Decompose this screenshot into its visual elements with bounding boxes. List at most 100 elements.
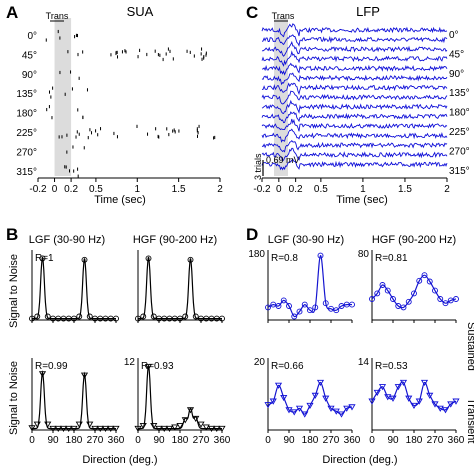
triangle-marker — [264, 402, 272, 409]
circle-marker — [291, 313, 298, 320]
lfp-trace — [261, 40, 448, 57]
panel-letter-d: D — [246, 225, 258, 244]
triangle-marker — [378, 384, 387, 391]
lfp-row-label: 180° — [449, 108, 470, 119]
tuning-y-max-label: 20 — [254, 357, 266, 368]
sua-row-label: 0° — [27, 31, 37, 42]
lfp-x-tick-label: 1.5 — [398, 184, 412, 195]
triangle-marker — [38, 371, 47, 378]
triangle-marker — [192, 415, 200, 422]
triangle-marker — [399, 379, 408, 386]
circle-marker — [34, 313, 41, 320]
circle-marker — [192, 313, 199, 320]
circle-marker — [280, 297, 287, 304]
triangle-marker — [410, 402, 418, 410]
tuning-x-tick-label: 90 — [283, 435, 295, 446]
circle-marker — [405, 298, 412, 305]
triangle-marker — [311, 392, 319, 399]
triangle-marker — [181, 417, 189, 424]
triangle-marker — [91, 425, 99, 433]
triangle-marker — [285, 407, 293, 414]
tuning-r-value: R=1 — [35, 253, 54, 264]
circle-marker — [395, 303, 402, 309]
triangle-marker — [165, 425, 174, 433]
triangle-marker — [134, 425, 142, 433]
tuning-x-tick-label: 180 — [406, 435, 423, 446]
circle-marker — [270, 301, 277, 308]
circle-marker — [301, 301, 308, 308]
lfp-trace — [261, 140, 448, 153]
triangle-marker — [171, 424, 179, 431]
circle-marker — [145, 255, 152, 262]
lfp-row-label: 225° — [449, 127, 470, 138]
tuning-x-tick-label: 90 — [47, 435, 59, 446]
lfp-x-tick-label: 1 — [360, 184, 366, 195]
triangle-marker — [394, 384, 402, 391]
circle-marker — [442, 300, 449, 307]
triangle-marker — [452, 398, 460, 405]
circle-marker — [177, 315, 183, 322]
lfp-x-tick-label: 0.2 — [289, 184, 303, 195]
tuning-subplot: 180 R=0.8 — [248, 249, 355, 323]
d-ylabel-sustained: Sustained — [465, 322, 474, 371]
sua-trans-label: Trans — [46, 11, 69, 21]
triangle-marker — [213, 425, 221, 433]
lfp-trace — [261, 147, 448, 162]
circle-marker — [379, 282, 386, 288]
circle-marker — [113, 315, 119, 322]
tuning-subplot: 0 90 180 270 360 R=0.99 — [28, 358, 125, 446]
tuning-r-value: R=0.53 — [375, 361, 408, 372]
triangle-marker — [373, 389, 381, 397]
lfp-row-label: 45° — [449, 49, 464, 60]
triangle-marker — [186, 407, 195, 414]
triangle-marker — [59, 425, 68, 433]
sua-row-label: 90° — [22, 70, 37, 81]
triangle-marker — [301, 411, 309, 418]
circle-marker — [296, 308, 303, 315]
circle-marker — [182, 313, 189, 320]
triangle-marker — [343, 405, 351, 412]
circle-marker — [447, 297, 454, 304]
triangle-marker — [280, 394, 288, 402]
b-title-hgf: HGF (90-200 Hz) — [133, 234, 217, 246]
lfp-xlabel: Time (sec) — [336, 194, 388, 206]
tuning-subplot: R=1 — [29, 250, 119, 323]
sua-row-label: 45° — [22, 50, 37, 61]
circle-marker — [390, 296, 396, 302]
circle-marker — [29, 315, 35, 322]
circle-marker — [44, 313, 51, 320]
sua-row-label: 270° — [16, 147, 37, 158]
triangle-marker — [101, 425, 110, 433]
sua-x-tick-label: 1 — [134, 184, 140, 195]
circle-marker — [437, 296, 444, 302]
tuning-r-value: R=0.66 — [271, 361, 304, 372]
tuning-r-value: R=0.99 — [35, 361, 68, 372]
circle-marker — [411, 290, 417, 297]
tuning-y-max-label: 14 — [358, 357, 370, 368]
triangle-marker — [322, 395, 330, 402]
sua-x-tick-label: 2 — [217, 184, 223, 195]
circle-marker — [135, 315, 141, 322]
lfp-transient-shade — [274, 18, 288, 176]
triangle-marker — [384, 394, 392, 401]
b-ylabel-top: Signal to Noise — [8, 254, 20, 328]
triangle-marker — [327, 405, 335, 412]
panel-letter-b: B — [6, 225, 18, 244]
circle-marker — [338, 303, 345, 309]
lfp-trace — [261, 23, 448, 38]
tuning-fit-curve — [138, 365, 222, 430]
lfp-x-tick-label: 0.5 — [314, 184, 328, 195]
d-ylabel-transient: Transient — [465, 398, 474, 443]
lfp-trace — [261, 158, 448, 171]
sua-transient-shade — [54, 18, 72, 176]
triangle-marker — [218, 425, 226, 433]
tuning-subplot: 80 R=0.81 — [358, 249, 459, 323]
sua-x-tick-label: 0.5 — [89, 184, 103, 195]
d-title-hgf: HGF (90-200 Hz) — [372, 234, 456, 246]
b-xlabel: Direction (deg.) — [82, 454, 157, 466]
tuning-x-tick-label: 0 — [369, 435, 375, 446]
lfp-row-label: 0° — [449, 30, 459, 41]
tuning-x-tick-label: 360 — [344, 435, 361, 446]
lfp-x-tick-label: 2 — [444, 184, 450, 195]
triangle-marker — [441, 407, 450, 414]
